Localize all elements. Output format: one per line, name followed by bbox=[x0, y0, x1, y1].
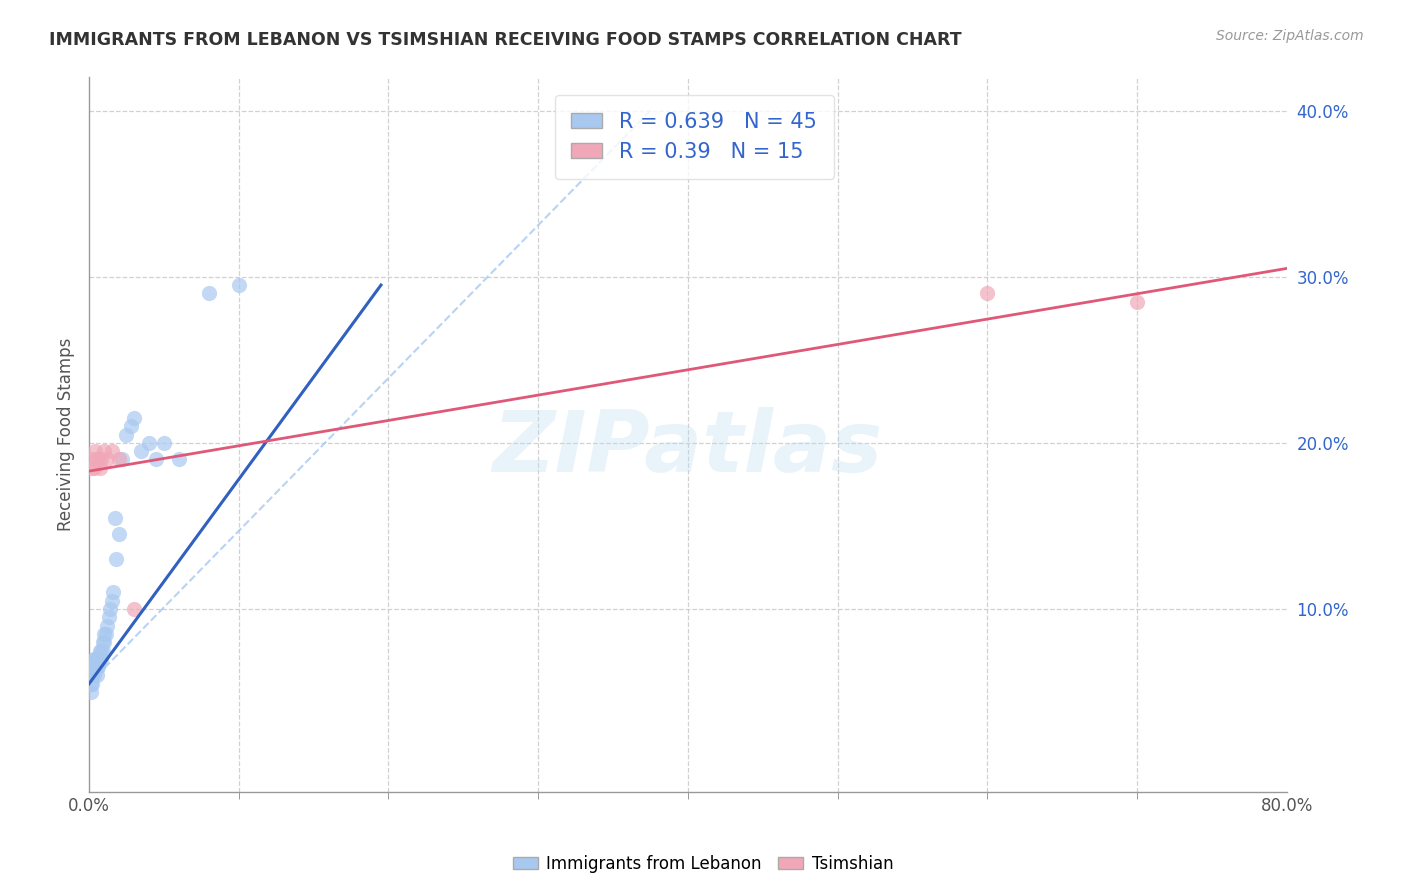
Point bbox=[101, 585, 124, 599]
Point bbox=[87, 660, 110, 674]
Point bbox=[83, 668, 105, 682]
Point bbox=[120, 419, 142, 434]
Point bbox=[94, 627, 117, 641]
Point bbox=[83, 652, 105, 666]
Point bbox=[108, 452, 131, 467]
Point bbox=[89, 652, 111, 666]
Point bbox=[86, 660, 108, 674]
Point bbox=[91, 635, 114, 649]
Point bbox=[103, 510, 125, 524]
Point bbox=[90, 643, 112, 657]
Text: ZIPatlas: ZIPatlas bbox=[492, 408, 883, 491]
Point bbox=[83, 460, 105, 475]
Point bbox=[86, 452, 108, 467]
Point bbox=[89, 643, 111, 657]
Point bbox=[86, 652, 108, 666]
Point bbox=[108, 527, 131, 541]
Text: Source: ZipAtlas.com: Source: ZipAtlas.com bbox=[1216, 29, 1364, 43]
Point bbox=[84, 444, 107, 458]
Point bbox=[80, 460, 103, 475]
Point bbox=[90, 652, 112, 666]
Point bbox=[105, 552, 128, 566]
Point bbox=[131, 444, 153, 458]
Point bbox=[98, 602, 121, 616]
Point bbox=[97, 610, 120, 624]
Point bbox=[84, 652, 107, 666]
Point bbox=[84, 660, 107, 674]
Point bbox=[93, 444, 115, 458]
Point bbox=[83, 660, 105, 674]
Point bbox=[145, 452, 167, 467]
Point bbox=[122, 411, 145, 425]
Point bbox=[79, 685, 101, 699]
Point bbox=[91, 643, 114, 657]
Point bbox=[86, 668, 108, 682]
Point bbox=[976, 286, 998, 301]
Point bbox=[153, 435, 176, 450]
Legend: Immigrants from Lebanon, Tsimshian: Immigrants from Lebanon, Tsimshian bbox=[506, 848, 900, 880]
Point bbox=[79, 452, 101, 467]
Point bbox=[93, 627, 115, 641]
Point bbox=[80, 668, 103, 682]
Point bbox=[100, 444, 122, 458]
Point bbox=[79, 660, 101, 674]
Point bbox=[87, 652, 110, 666]
Point bbox=[93, 635, 115, 649]
Point bbox=[96, 452, 118, 467]
Point bbox=[1126, 294, 1149, 309]
Point bbox=[111, 452, 134, 467]
Point bbox=[79, 668, 101, 682]
Point bbox=[198, 286, 221, 301]
Point bbox=[80, 677, 103, 691]
Point bbox=[167, 452, 190, 467]
Point bbox=[90, 452, 112, 467]
Point bbox=[138, 435, 160, 450]
Point bbox=[115, 427, 138, 442]
Point bbox=[89, 460, 111, 475]
Point bbox=[122, 602, 145, 616]
Point bbox=[96, 618, 118, 632]
Y-axis label: Receiving Food Stamps: Receiving Food Stamps bbox=[58, 338, 75, 532]
Point bbox=[79, 677, 101, 691]
Point bbox=[100, 593, 122, 607]
Text: IMMIGRANTS FROM LEBANON VS TSIMSHIAN RECEIVING FOOD STAMPS CORRELATION CHART: IMMIGRANTS FROM LEBANON VS TSIMSHIAN REC… bbox=[49, 31, 962, 49]
Point bbox=[87, 452, 110, 467]
Legend: R = 0.639   N = 45, R = 0.39   N = 15: R = 0.639 N = 45, R = 0.39 N = 15 bbox=[554, 95, 834, 178]
Point bbox=[228, 278, 250, 293]
Point bbox=[80, 660, 103, 674]
